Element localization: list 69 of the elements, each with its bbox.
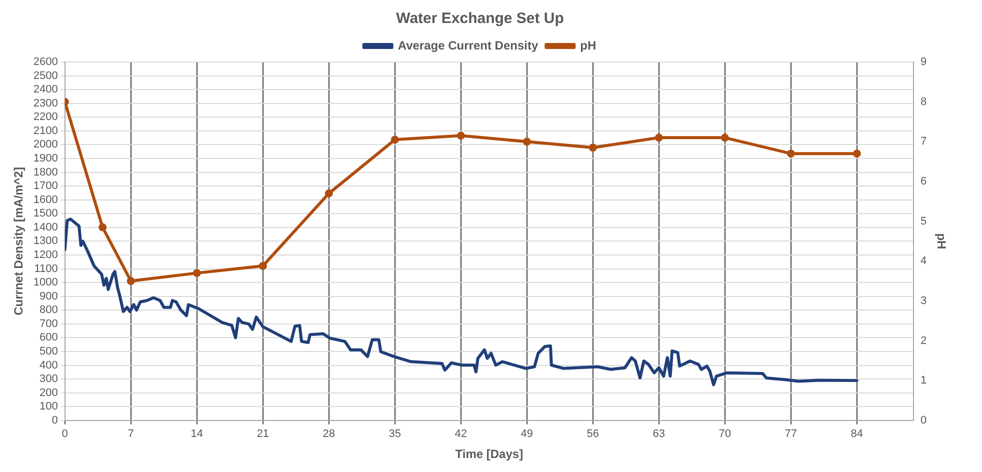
y-tick-label: 2000 <box>33 138 58 151</box>
y2-tick-label: 8 <box>920 96 927 108</box>
point <box>258 262 267 270</box>
y-tick-label: 1400 <box>33 221 58 234</box>
y-tick-label: 0 <box>52 414 58 426</box>
y-tick-label: 1700 <box>33 180 58 192</box>
x-tick-label: 21 <box>256 428 270 440</box>
y2-tick-label: 2 <box>920 334 927 347</box>
y2-tick-label: 4 <box>920 255 927 268</box>
y-tick-label: 1900 <box>33 152 58 165</box>
x-tick-label: 77 <box>784 428 798 440</box>
x-tick-label: 70 <box>718 428 732 440</box>
x-tick-label: 0 <box>62 428 68 440</box>
y-tick-label: 1800 <box>33 166 58 178</box>
y-tick-label: 1000 <box>33 276 58 289</box>
y2-tick-label: 6 <box>920 176 927 188</box>
y2-tick-label: 5 <box>920 215 927 228</box>
y-tick-label: 1200 <box>33 249 58 262</box>
point <box>98 223 107 232</box>
x-tick-label: 63 <box>652 428 666 440</box>
point <box>654 134 663 142</box>
y-tick-label: 1600 <box>33 194 58 206</box>
x-axis-title: Time [Days] <box>455 447 524 462</box>
y-tick-label: 2600 <box>33 56 58 68</box>
y-axis-title: Currnet Density [mA/m^2] <box>12 167 26 316</box>
y-tick-label: 800 <box>40 304 58 316</box>
point <box>126 277 135 286</box>
y-tick-label: 300 <box>40 373 58 386</box>
point <box>720 134 729 142</box>
y-tick-label: 500 <box>40 346 58 358</box>
point <box>324 189 333 198</box>
y-tick-label: 2400 <box>33 84 58 96</box>
x-tick-label: 42 <box>454 428 468 440</box>
chart-title: Water Exchange Set Up <box>396 10 564 28</box>
x-tick-label: 49 <box>520 428 534 440</box>
point <box>852 150 861 158</box>
point <box>390 136 399 144</box>
point <box>588 144 597 152</box>
y2-tick-label: 0 <box>920 414 927 426</box>
y-tick-label: 2100 <box>33 124 58 137</box>
x-tick-label: 7 <box>128 428 134 440</box>
y-tick-label: 2500 <box>33 70 58 82</box>
y-tick-label: 600 <box>40 332 58 344</box>
x-tick-label: 28 <box>322 428 336 440</box>
y-tick-label: 900 <box>40 290 58 302</box>
y-tick-label: 200 <box>40 386 58 399</box>
x-tick-label: 84 <box>850 428 864 440</box>
x-tick-label: 35 <box>388 428 402 440</box>
y-tick-label: 1300 <box>33 235 58 248</box>
y2-tick-label: 7 <box>920 136 927 148</box>
y-tick-label: 100 <box>40 400 58 413</box>
y2-axis-title: pH <box>934 233 948 250</box>
legend-label: pH <box>580 38 596 52</box>
y-tick-label: 2200 <box>33 111 58 124</box>
point <box>522 138 531 146</box>
y2-tick-label: 3 <box>920 294 927 307</box>
x-tick-label: 14 <box>190 428 203 440</box>
y-tick-label: 400 <box>40 359 58 372</box>
y-tick-label: 2300 <box>33 97 58 110</box>
legend-label: Average Current Density <box>398 38 538 52</box>
y-tick-label: 1500 <box>33 208 58 220</box>
y2-tick-label: 1 <box>920 374 927 387</box>
x-tick-label: 56 <box>586 428 600 440</box>
y2-tick-label: 9 <box>920 56 927 68</box>
point <box>192 269 201 278</box>
point <box>786 150 795 158</box>
y-tick-label: 1100 <box>34 262 58 275</box>
point <box>456 132 465 140</box>
y-tick-label: 700 <box>40 318 58 330</box>
